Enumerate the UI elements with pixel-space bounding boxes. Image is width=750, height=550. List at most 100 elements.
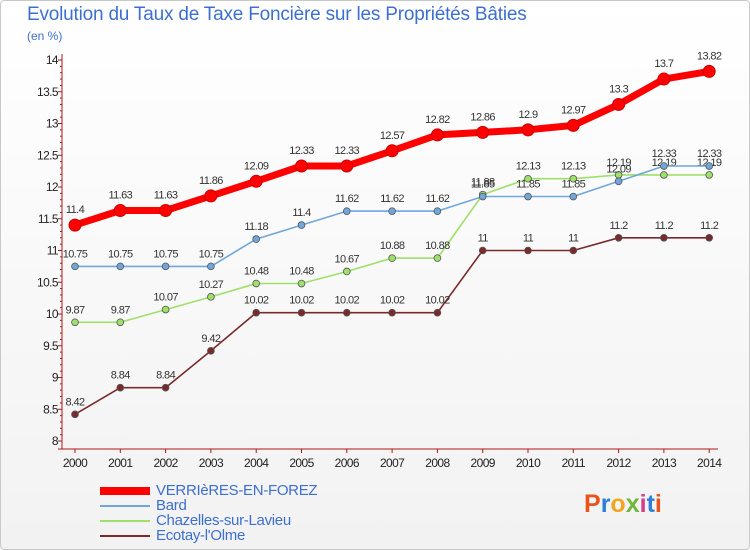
data-point <box>252 279 261 288</box>
x-tick-label: 2005 <box>289 456 314 470</box>
data-label: 11.63 <box>108 189 132 201</box>
data-point <box>478 246 487 255</box>
data-label: 8.42 <box>65 396 84 408</box>
data-label: 10.67 <box>335 253 360 265</box>
y-axis-unit-label: (en %) <box>27 29 63 43</box>
data-point <box>71 318 79 327</box>
data-label: 10.02 <box>289 295 314 307</box>
data-point <box>249 174 263 188</box>
y-tick-label: 12.5 <box>37 148 59 162</box>
data-point <box>478 192 487 201</box>
data-point <box>660 234 668 242</box>
data-point <box>476 125 490 139</box>
data-label: 13.3 <box>609 83 628 95</box>
data-point <box>113 203 127 217</box>
data-label: 9.87 <box>65 304 84 316</box>
data-point <box>524 192 532 201</box>
y-tick-label: 10 <box>46 307 59 321</box>
data-label: 11.2 <box>609 220 628 232</box>
data-point <box>342 207 351 215</box>
y-tick-label: 14 <box>46 53 59 67</box>
data-label: 11 <box>523 233 534 245</box>
data-point <box>660 162 668 170</box>
x-tick-label: 2007 <box>380 456 405 470</box>
data-label: 10.02 <box>380 295 405 307</box>
data-point <box>207 262 215 271</box>
data-label: 12.33 <box>697 148 722 160</box>
data-label: 10.48 <box>289 266 314 278</box>
data-label: 12.9 <box>518 109 537 121</box>
data-point <box>430 128 444 142</box>
data-point <box>116 318 125 327</box>
data-point <box>702 64 716 78</box>
data-point <box>161 262 170 271</box>
data-point <box>569 192 578 201</box>
y-tick-label: 11.5 <box>38 212 59 226</box>
data-label: 12.33 <box>335 145 360 157</box>
data-point <box>71 410 79 419</box>
data-point <box>252 308 261 317</box>
data-label: 8.84 <box>111 370 130 382</box>
data-point <box>71 262 79 271</box>
x-tick-label: 2006 <box>335 456 360 470</box>
data-point <box>161 305 170 314</box>
y-tick-label: 13 <box>46 117 59 131</box>
data-label: 11.86 <box>199 175 223 187</box>
data-label: 11.85 <box>516 179 540 191</box>
data-point <box>252 235 261 243</box>
logo-letter: i <box>639 490 647 518</box>
data-point <box>204 189 218 203</box>
data-point <box>657 72 671 86</box>
legend-swatch <box>100 505 150 507</box>
data-label: 11 <box>568 233 579 245</box>
data-label: 10.02 <box>335 295 360 307</box>
data-label: 11.4 <box>66 204 85 216</box>
data-label: 10.75 <box>153 248 178 260</box>
data-point <box>521 123 535 137</box>
x-tick-label: 2008 <box>425 456 450 470</box>
data-point <box>161 383 170 392</box>
data-label: 10.27 <box>199 279 224 291</box>
data-point <box>705 171 713 179</box>
data-label: 11.18 <box>244 221 268 233</box>
data-point <box>295 159 308 173</box>
x-tick-label: 2010 <box>516 456 541 470</box>
x-tick-label: 2002 <box>153 456 178 470</box>
data-point <box>297 279 306 288</box>
legend-label: Bard <box>156 497 187 514</box>
data-label: 11.62 <box>380 193 404 205</box>
y-tick-label: 10.5 <box>37 275 59 289</box>
series-line-ecotay-l-olme <box>74 237 710 416</box>
y-tick-label: 13.5 <box>37 85 59 99</box>
data-point <box>569 246 578 255</box>
logo-letter: o <box>610 490 626 518</box>
data-point <box>297 221 306 229</box>
data-label: 11.88 <box>471 177 495 189</box>
legend-swatch <box>100 487 150 495</box>
data-point <box>297 308 306 317</box>
data-label: 13.82 <box>697 50 722 62</box>
data-label: 13.7 <box>654 58 673 70</box>
data-label: 11.2 <box>655 220 674 232</box>
data-point <box>566 118 580 132</box>
data-label: 11.63 <box>154 189 178 201</box>
y-tick-label: 11 <box>47 244 59 258</box>
data-point <box>388 308 396 317</box>
data-label: 10.02 <box>244 295 269 307</box>
data-label: 11.85 <box>561 179 585 191</box>
data-label: 10.48 <box>244 266 269 278</box>
data-label: 10.75 <box>199 248 224 260</box>
data-label: 10.02 <box>425 295 450 307</box>
data-label: 12.97 <box>561 104 586 116</box>
legend-label: Chazelles-sur-Lavieu <box>156 512 291 529</box>
data-label: 11.62 <box>426 193 450 205</box>
data-point <box>340 159 354 173</box>
data-label: 9.42 <box>201 333 220 345</box>
data-label: 10.75 <box>108 248 133 260</box>
legend-swatch <box>100 520 150 522</box>
x-tick-label: 2001 <box>108 456 133 470</box>
chart-title: Evolution du Taux de Taxe Foncière sur l… <box>27 4 527 25</box>
y-tick-label: 8.5 <box>43 402 59 416</box>
